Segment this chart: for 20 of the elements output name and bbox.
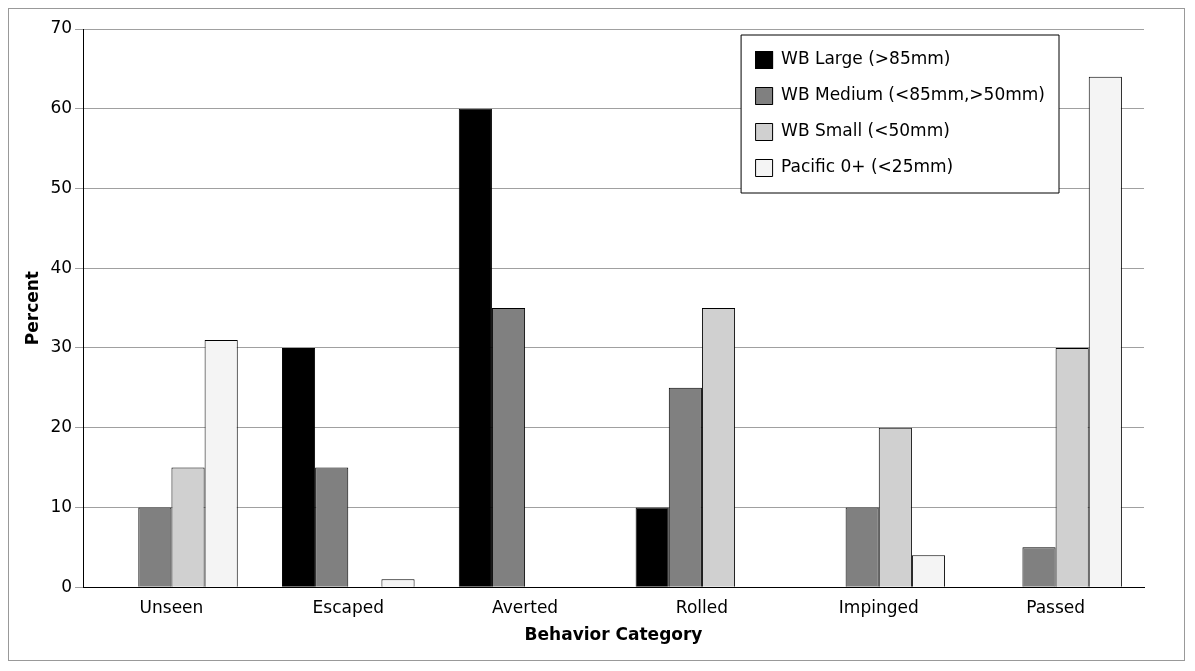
- y-axis-title: Percent: [21, 270, 42, 346]
- y-tick-label: 10: [50, 495, 73, 516]
- x-tick-label: Rolled: [675, 596, 729, 617]
- x-tick-label: Averted: [492, 596, 559, 617]
- y-tick-label: 50: [50, 176, 73, 197]
- legend-label: WB Large (>85mm): [781, 48, 951, 69]
- y-tick-label: 20: [50, 416, 73, 437]
- legend-label: Pacific 0+ (<25mm): [781, 156, 954, 177]
- x-tick-label: Passed: [1026, 596, 1086, 617]
- y-tick-label: 30: [50, 336, 73, 357]
- x-axis-title: Behavior Category: [524, 624, 703, 645]
- legend-label: WB Medium (<85mm,>50mm): [781, 84, 1046, 105]
- y-tick-label: 40: [50, 256, 73, 277]
- y-tick-label: 70: [50, 17, 73, 38]
- x-tick-label: Impinged: [838, 596, 919, 617]
- x-tick-label: Unseen: [139, 596, 204, 617]
- x-tick-label: Escaped: [312, 596, 384, 617]
- y-tick-label: 0: [61, 575, 73, 596]
- legend-label: WB Small (<50mm): [781, 120, 950, 141]
- y-tick-label: 60: [50, 97, 73, 118]
